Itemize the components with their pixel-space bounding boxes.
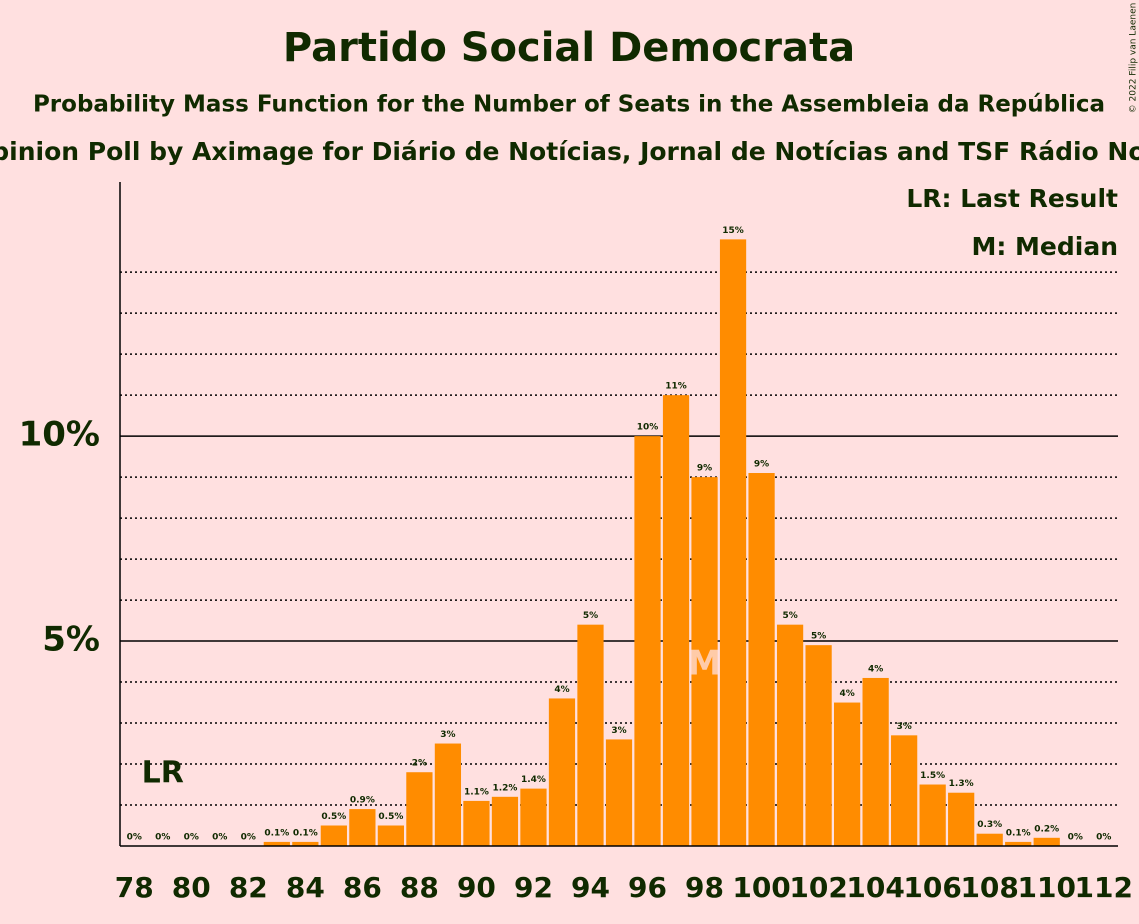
value-label: 0%: [1096, 833, 1111, 843]
chart-subtitle: Probability Mass Function for the Number…: [33, 92, 1105, 118]
bar: [548, 698, 576, 846]
bar: [406, 772, 433, 846]
value-label: 5%: [782, 611, 797, 621]
x-tick-label: 100: [732, 871, 790, 904]
x-tick-label: 106: [903, 871, 961, 904]
legend-entry: M: Median: [971, 232, 1118, 261]
copyright: © 2022 Filip van Laenen: [1129, 3, 1139, 114]
value-label: 5%: [583, 611, 598, 621]
value-label: 2%: [412, 759, 427, 769]
value-label: 9%: [697, 464, 712, 474]
x-tick-label: 108: [960, 871, 1018, 904]
x-tick-label: 88: [400, 871, 439, 904]
value-label: 1.5%: [920, 771, 945, 781]
x-tick-label: 104: [846, 871, 904, 904]
value-label: 4%: [868, 664, 883, 674]
bar: [263, 841, 290, 846]
x-tick-label: 86: [343, 871, 382, 904]
bar: [948, 792, 975, 846]
chart-subtitle: Opinion Poll by Aximage for Diário de No…: [0, 137, 1139, 166]
value-label: 0%: [184, 833, 199, 843]
value-label: 0%: [155, 833, 170, 843]
value-label: 0.1%: [1006, 828, 1031, 838]
last-result-marker: LR: [142, 756, 184, 791]
value-label: 15%: [722, 226, 744, 236]
value-label: 11%: [665, 382, 687, 392]
x-tick-label: 82: [229, 871, 268, 904]
value-label: 0%: [212, 833, 227, 843]
value-label: 0%: [1068, 833, 1083, 843]
y-tick-label: 10%: [19, 415, 100, 455]
bar: [1005, 841, 1032, 846]
value-label: 3%: [440, 730, 455, 740]
value-label: 5%: [811, 632, 826, 642]
value-label: 0.3%: [977, 820, 1002, 830]
value-label: 1.2%: [492, 783, 517, 793]
bar: [691, 477, 718, 846]
value-label: 0.5%: [378, 812, 403, 822]
y-tick-label: 5%: [42, 620, 100, 660]
bar: [634, 436, 661, 846]
value-label: 0.5%: [321, 812, 346, 822]
value-label: 0.1%: [293, 828, 318, 838]
x-tick-label: 98: [685, 871, 724, 904]
value-label: 4%: [839, 689, 854, 699]
bar: [919, 784, 946, 846]
bar: [662, 395, 690, 846]
bar: [377, 825, 405, 846]
bar: [605, 739, 633, 846]
x-tick-label: 94: [571, 871, 610, 904]
value-label: 0.1%: [264, 828, 289, 838]
x-tick-label: 80: [172, 871, 211, 904]
bar: [833, 702, 861, 846]
x-tick-label: 96: [628, 871, 667, 904]
chart-title: Partido Social Democrata: [283, 25, 855, 71]
bar: [463, 800, 490, 846]
value-label: 0%: [127, 833, 142, 843]
bar: [862, 677, 889, 846]
value-label: 1.4%: [521, 775, 546, 785]
x-tick-label: 102: [789, 871, 847, 904]
bar: [491, 796, 519, 846]
bar: [577, 624, 604, 846]
median-marker: M: [688, 644, 722, 684]
bar: [748, 473, 775, 846]
bar: [434, 743, 462, 846]
bar: [776, 624, 804, 846]
bar: [520, 788, 547, 846]
bar: [805, 645, 832, 846]
x-tick-label: 84: [286, 871, 325, 904]
bar: [719, 239, 747, 847]
x-tick-label: 90: [457, 871, 496, 904]
bar: [891, 735, 918, 846]
legend-entry: LR: Last Result: [906, 184, 1118, 213]
value-label: 4%: [554, 685, 569, 695]
x-tick-label: 92: [514, 871, 553, 904]
bar: [1033, 837, 1060, 846]
x-tick-label: 110: [1017, 871, 1075, 904]
value-label: 1.1%: [464, 787, 489, 797]
x-tick-label: 112: [1075, 871, 1133, 904]
value-label: 1.3%: [949, 779, 974, 789]
bar: [320, 825, 347, 846]
value-label: 10%: [637, 423, 659, 433]
bar: [292, 841, 319, 846]
value-label: 0%: [241, 833, 256, 843]
bar: [976, 833, 1003, 846]
value-label: 0.9%: [350, 796, 375, 806]
value-label: 9%: [754, 460, 769, 470]
bar: [349, 809, 376, 846]
value-label: 3%: [897, 722, 912, 732]
x-tick-label: 78: [115, 871, 154, 904]
value-label: 0.2%: [1034, 824, 1059, 834]
value-label: 3%: [611, 726, 626, 736]
